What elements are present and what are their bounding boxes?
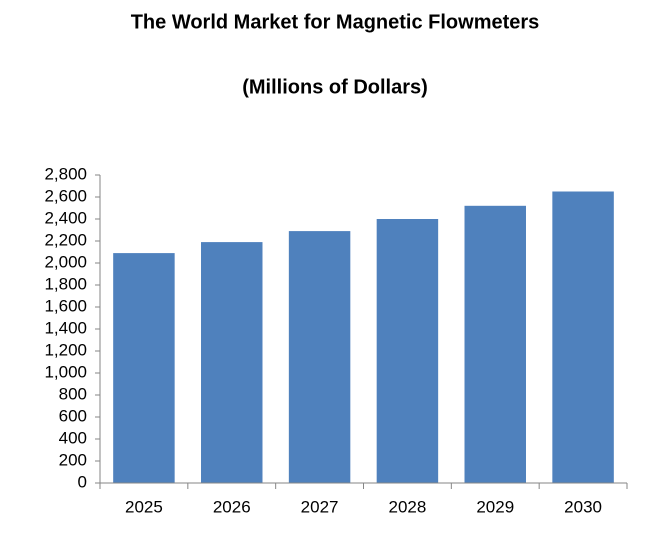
- bar: [113, 253, 175, 483]
- y-tick-label: 2,400: [44, 208, 87, 227]
- x-tick-label: 2025: [125, 497, 163, 516]
- y-tick-label: 2,000: [44, 252, 87, 271]
- x-tick-label: 2030: [564, 497, 602, 516]
- chart-title: The World Market for Magnetic Flowmeters: [131, 11, 540, 33]
- x-tick-label: 2027: [301, 497, 339, 516]
- bar: [464, 205, 526, 484]
- x-tick-label: 2026: [213, 497, 251, 516]
- y-tick-label: 600: [59, 406, 87, 425]
- y-tick-label: 2,800: [44, 164, 87, 183]
- y-tick-label: 1,600: [44, 296, 87, 315]
- x-tick-label: 2028: [389, 497, 427, 516]
- y-tick-label: 2,600: [44, 186, 87, 205]
- y-tick-label: 200: [59, 450, 87, 469]
- bar: [288, 231, 351, 483]
- chart-subtitle: (Millions of Dollars): [242, 76, 428, 98]
- y-tick-label: 400: [59, 428, 87, 447]
- y-tick-label: 1,000: [44, 362, 87, 381]
- y-tick-label: 1,200: [44, 340, 87, 359]
- x-tick-label: 2029: [476, 497, 514, 516]
- bar: [376, 219, 439, 483]
- y-tick-label: 0: [78, 472, 87, 491]
- y-tick-label: 800: [59, 384, 87, 403]
- y-tick-label: 2,200: [44, 230, 87, 249]
- bar: [201, 242, 263, 483]
- bar: [552, 191, 614, 483]
- y-tick-label: 1,400: [44, 318, 87, 337]
- y-tick-label: 1,800: [44, 274, 87, 293]
